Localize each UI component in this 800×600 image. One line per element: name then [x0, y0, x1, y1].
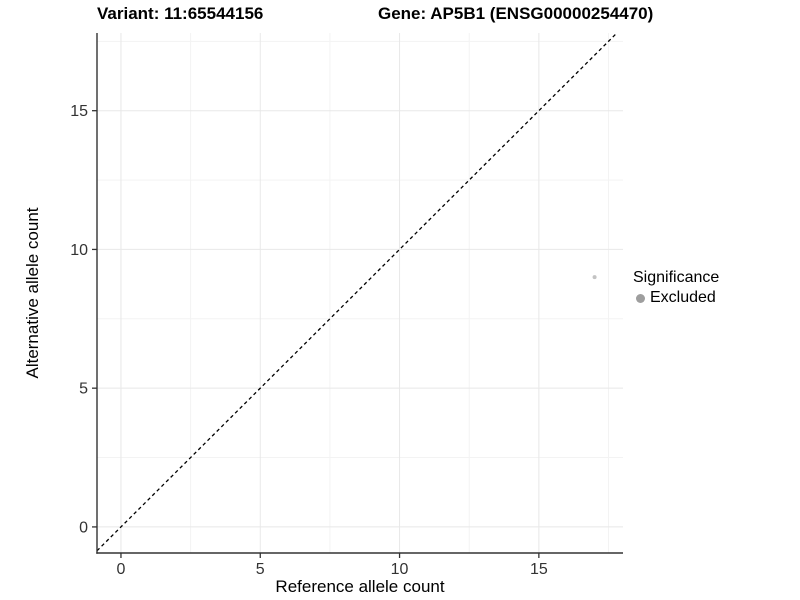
- x-tick-label: 10: [391, 561, 409, 578]
- x-tick-label: 0: [117, 561, 126, 578]
- plot-title-gene: Gene: AP5B1 (ENSG00000254470): [378, 4, 654, 23]
- y-tick-label: 15: [70, 103, 88, 120]
- identity-dashed-line: [96, 32, 618, 552]
- legend-entry-label: Excluded: [650, 289, 716, 306]
- y-axis-title: Alternative allele count: [23, 207, 42, 379]
- x-tick-label: 5: [256, 561, 265, 578]
- legend: Significance Excluded: [633, 269, 719, 307]
- legend-entry: Excluded: [633, 289, 719, 307]
- legend-point-icon: [636, 293, 645, 303]
- legend-title: Significance: [633, 269, 720, 286]
- x-axis-title: Reference allele count: [275, 577, 445, 596]
- plot-title-variant: Variant: 11:65544156: [97, 4, 264, 23]
- y-tick-label: 0: [79, 519, 88, 536]
- y-tick-label: 5: [79, 381, 88, 398]
- data-point: [592, 275, 597, 280]
- x-tick-label: 15: [530, 561, 548, 578]
- y-tick-label: 10: [70, 242, 88, 259]
